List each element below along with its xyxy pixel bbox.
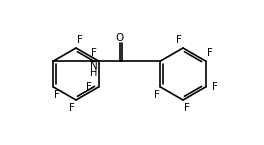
Text: F: F	[207, 48, 213, 58]
Text: F: F	[213, 82, 218, 92]
Text: H: H	[91, 68, 98, 77]
Text: O: O	[116, 33, 124, 43]
Text: F: F	[184, 103, 190, 113]
Text: N: N	[90, 61, 98, 71]
Text: F: F	[69, 103, 75, 113]
Text: F: F	[54, 90, 60, 100]
Text: F: F	[154, 90, 160, 100]
Text: F: F	[77, 35, 83, 45]
Text: F: F	[91, 48, 97, 58]
Text: F: F	[86, 82, 92, 92]
Text: F: F	[176, 35, 182, 45]
